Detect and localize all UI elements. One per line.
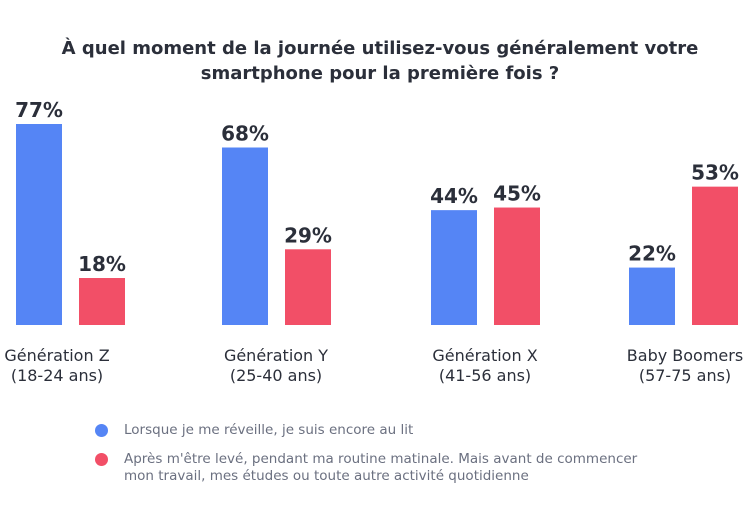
- data-label-red-1: 29%: [284, 223, 332, 247]
- data-label-blue-2: 44%: [430, 184, 478, 208]
- category-label-line-2: (18-24 ans): [10, 366, 104, 385]
- category-label-line-2: (25-40 ans): [229, 366, 323, 385]
- category-label-generation-x: Génération X (41-56 ans): [405, 346, 565, 386]
- category-label-generation-z: Génération Z (18-24 ans): [0, 346, 137, 386]
- bar-blue-3: [629, 267, 675, 325]
- legend-label: Après m'être levé, pendant ma routine ma…: [124, 451, 638, 484]
- bar-red-2: [494, 207, 540, 325]
- category-label-line-1: Génération X: [432, 346, 538, 365]
- bar-blue-2: [431, 210, 477, 325]
- category-label-line-2: (57-75 ans): [638, 366, 732, 385]
- data-label-blue-3: 22%: [628, 242, 676, 266]
- data-label-red-2: 45%: [493, 182, 541, 206]
- category-label-line-1: Génération Y: [223, 346, 329, 365]
- data-label-red-0: 18%: [78, 252, 126, 276]
- bar-blue-1: [222, 147, 268, 325]
- category-label-generation-y: Génération Y (25-40 ans): [196, 346, 356, 386]
- legend-swatch-blue: [95, 424, 108, 437]
- data-label-blue-1: 68%: [221, 121, 269, 145]
- category-label-line-1: Génération Z: [4, 346, 110, 365]
- bar-red-1: [285, 249, 331, 325]
- chart-title-line-1: À quel moment de la journée utilisez-vou…: [61, 38, 699, 59]
- data-label-blue-0: 77%: [15, 98, 63, 122]
- chart-title: À quel moment de la journée utilisez-vou…: [60, 36, 700, 86]
- bar-red-0: [79, 278, 125, 325]
- legend-swatch-red: [95, 453, 108, 466]
- legend-label: Lorsque je me réveille, je suis encore a…: [124, 422, 414, 438]
- category-label-baby-boomers: Baby Boomers (57-75 ans): [605, 346, 750, 386]
- data-label-red-3: 53%: [691, 161, 739, 185]
- category-label-line-1: Baby Boomers: [626, 346, 744, 365]
- bar-blue-0: [16, 124, 62, 325]
- category-label-line-2: (41-56 ans): [438, 366, 532, 385]
- chart-title-line-2: smartphone pour la première fois ?: [200, 63, 560, 84]
- bar-red-3: [692, 186, 738, 325]
